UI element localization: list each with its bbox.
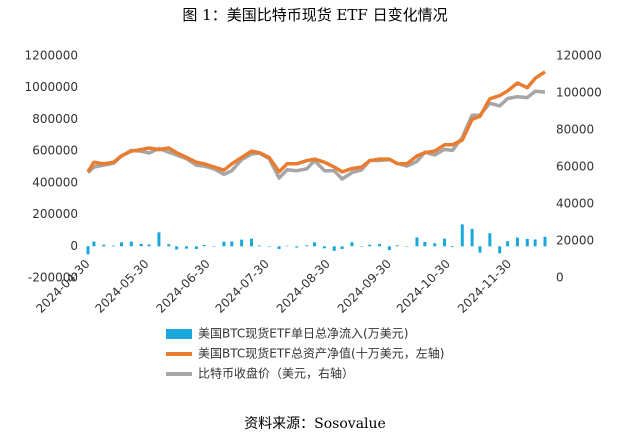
y-tick-label: 400000 [32,175,78,189]
y-tick-label: 600000 [32,144,78,158]
bar [285,245,289,247]
y-tick-label: -200000 [28,271,78,285]
x-tick-label: 2024-08-30 [274,257,333,316]
bar [443,238,447,247]
y2-tick-label: 60000 [556,160,594,174]
x-tick-label: 2024-11-30 [455,257,514,316]
line [86,70,546,174]
x-tick-label: 2024-05-30 [92,257,151,316]
bar [112,245,116,247]
bar [92,241,96,247]
line [86,89,546,181]
bar [470,228,474,247]
y-tick-label: 0 [70,239,78,253]
bar [395,245,399,247]
bar [478,246,482,253]
bar [433,243,437,247]
bar [175,246,179,250]
y2-tick-label: 80000 [556,123,594,137]
bar [277,246,281,249]
bar [322,246,326,249]
bar [515,237,519,247]
bar [350,242,354,247]
y-tick-label: 200000 [32,207,78,221]
legend-label: 比特币收盘价（美元，右轴） [198,366,354,381]
bar [360,246,364,247]
bar [267,246,271,247]
bar [415,237,419,247]
bar [332,246,336,251]
bar [102,244,106,247]
x-tick-label: 2024-04-30 [33,257,92,316]
source: 资料来源：Sosovalue [244,416,386,432]
bar [450,246,454,248]
bar [249,238,253,247]
bar [139,243,143,247]
bar [340,246,344,249]
bar [506,241,510,247]
bar [305,245,309,247]
x-tick-label: 2024-10-30 [394,257,453,316]
bar [147,244,151,247]
bar [498,246,502,254]
bar [405,246,409,247]
x-tick-label: 2024-06-30 [154,257,213,316]
bar [488,233,492,247]
bar [257,245,261,247]
bar [167,244,171,247]
x-tick-label: 2024-09-30 [335,257,394,316]
bar [212,246,216,247]
bar [129,241,133,247]
bar [222,241,226,247]
bar [313,242,317,247]
bar [202,245,206,247]
bar [378,244,382,247]
y2-tick-label: 0 [556,271,564,285]
bar [295,246,299,248]
x-tick-label: 2024-07-30 [213,257,272,316]
bar [543,236,547,247]
y-tick-label: 1000000 [25,80,78,94]
bar [460,224,464,247]
y2-tick-label: 20000 [556,234,594,248]
bar [423,242,427,247]
bar [230,241,234,247]
bar [119,242,123,247]
legend-label: 美国BTC现货ETF总资产净值(十万美元，左轴) [198,346,444,361]
bar [240,239,244,247]
bar [387,246,391,251]
y2-tick-label: 120000 [556,49,602,63]
chart-title: 图 1：美国比特币现货 ETF 日变化情况 [182,6,447,24]
bar [525,238,529,247]
bar [533,239,537,247]
y-tick-label: 1200000 [25,49,78,63]
y2-tick-label: 100000 [556,86,602,100]
y-tick-label: 800000 [32,112,78,126]
bar [368,244,372,247]
bar [194,246,198,249]
bar [184,246,188,249]
bar [86,246,90,255]
legend-label: 美国BTC现货ETF单日总净流入(万美元) [198,326,408,341]
legend-swatch [166,329,192,339]
bar [157,232,161,247]
y2-tick-label: 40000 [556,197,594,211]
